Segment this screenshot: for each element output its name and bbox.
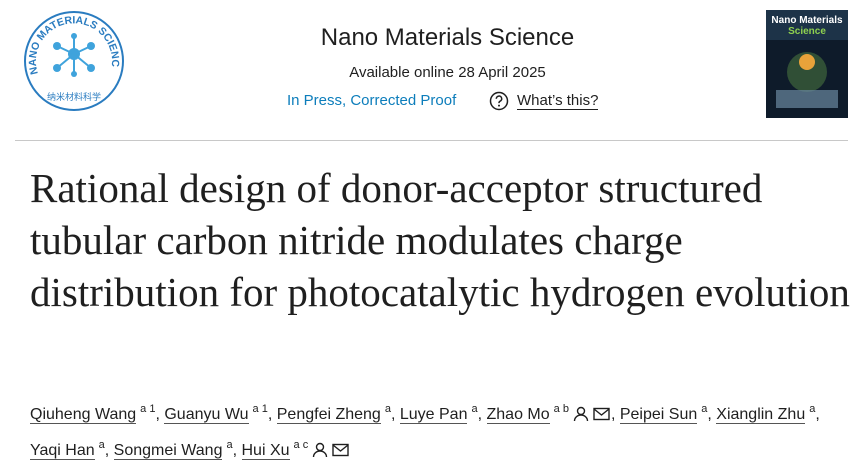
- author-name[interactable]: Peipei Sun: [619, 406, 698, 424]
- separator: ,: [815, 406, 820, 423]
- separator: ,: [390, 406, 396, 423]
- article-status[interactable]: In Press, Corrected Proof: [287, 92, 457, 109]
- author-name[interactable]: Songmei Wang: [113, 442, 223, 460]
- author-name[interactable]: Hui Xu: [241, 442, 290, 460]
- author: Guanyu Wu a 1,: [164, 403, 273, 424]
- affiliation-sup[interactable]: a 1: [140, 403, 156, 415]
- author-name[interactable]: Luye Pan: [399, 406, 468, 424]
- separator: ,: [232, 442, 238, 459]
- separator: ,: [267, 406, 273, 423]
- journal-name[interactable]: Nano Materials Science: [320, 24, 575, 51]
- affiliation-sup[interactable]: a b: [553, 403, 569, 415]
- affiliation-sup[interactable]: a: [809, 403, 816, 415]
- author-name[interactable]: Qiuheng Wang: [30, 406, 137, 424]
- author: Xianglin Zhu a,: [716, 403, 820, 424]
- affiliation-sup[interactable]: a: [98, 439, 105, 451]
- affiliation-sup[interactable]: a: [471, 403, 478, 415]
- logo-bottom-text: 纳米材料科学: [47, 91, 101, 102]
- help-icon[interactable]: [489, 91, 509, 111]
- author: Peipei Sun a,: [619, 403, 712, 424]
- whats-this-link[interactable]: What’s this?: [517, 92, 599, 110]
- journal-cover[interactable]: Nano Materials Science: [766, 10, 848, 118]
- author-name[interactable]: Xianglin Zhu: [716, 406, 806, 424]
- author-list: Qiuheng Wang a 1, Guanyu Wu a 1, Pengfei Z…: [30, 394, 830, 466]
- author-name[interactable]: Zhao Mo: [486, 406, 550, 424]
- separator: ,: [104, 442, 110, 459]
- cover-title: Nano Materials: [771, 15, 843, 26]
- journal-logo[interactable]: NANO MATERIALS SCIENCE 纳米材料科学: [15, 10, 133, 112]
- author: Pengfei Zheng a,: [276, 403, 396, 424]
- divider: [15, 140, 848, 141]
- author: Yaqi Han a,: [30, 439, 110, 460]
- author-name[interactable]: Pengfei Zheng: [276, 406, 381, 424]
- author-name[interactable]: Yaqi Han: [30, 442, 95, 460]
- affiliation-sup[interactable]: a c: [293, 439, 309, 451]
- author: Hui Xu a c: [241, 439, 351, 460]
- logo-ring-text: NANO MATERIALS SCIENCE: [15, 10, 121, 76]
- author: Songmei Wang a,: [113, 439, 238, 460]
- author: Luye Pan a,: [399, 403, 483, 424]
- contact-icons[interactable]: [312, 442, 350, 458]
- affiliation-sup[interactable]: a: [384, 403, 391, 415]
- affiliation-sup[interactable]: a: [701, 403, 708, 415]
- author: Zhao Mo a b,: [486, 403, 616, 424]
- separator: ,: [477, 406, 483, 423]
- affiliation-sup[interactable]: a: [226, 439, 233, 451]
- author: Qiuheng Wang a 1,: [30, 403, 160, 424]
- author-name[interactable]: Guanyu Wu: [164, 406, 249, 424]
- affiliation-sup[interactable]: a 1: [252, 403, 268, 415]
- contact-icons[interactable]: [573, 406, 611, 422]
- separator: ,: [707, 406, 712, 423]
- separator: ,: [610, 406, 616, 423]
- cover-title: Science: [788, 26, 826, 37]
- separator: ,: [155, 406, 160, 423]
- available-date: Available online 28 April 2025: [349, 64, 546, 81]
- article-title: Rational design of donor-acceptor struct…: [30, 165, 850, 315]
